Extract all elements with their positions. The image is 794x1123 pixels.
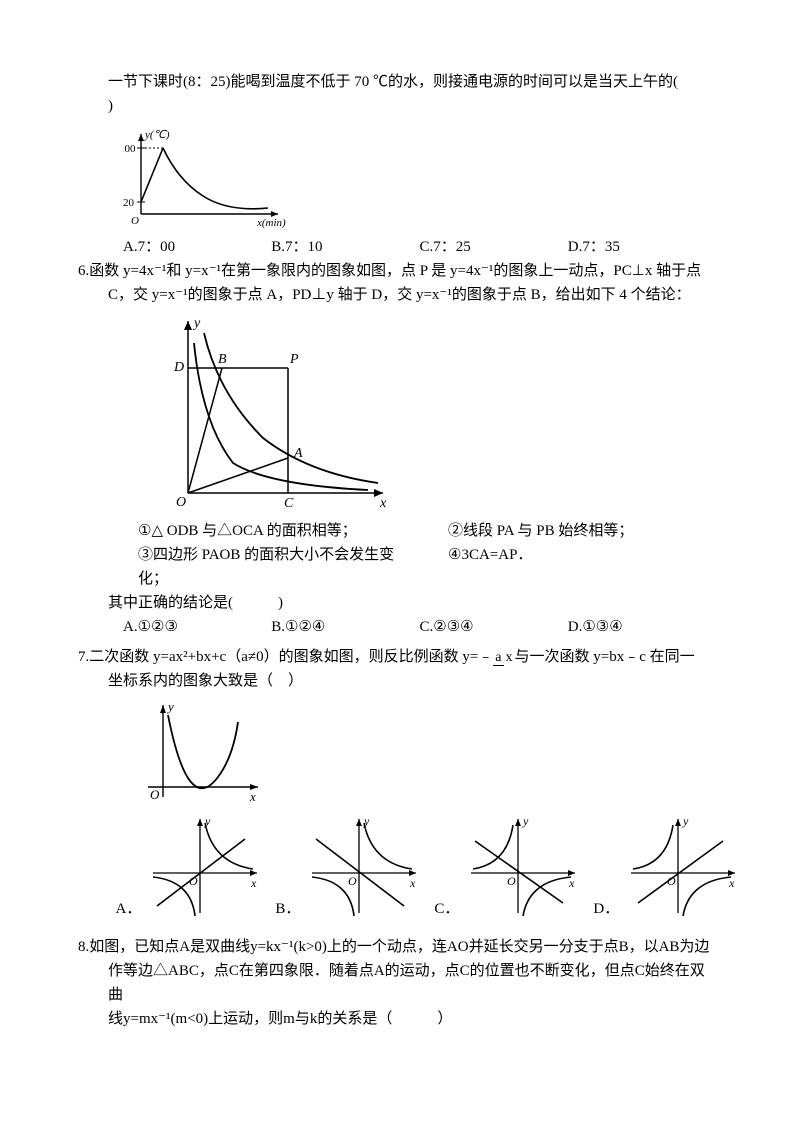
svg-text:B: B <box>218 352 227 367</box>
q7-stem: 7.二次函数 y=ax²+bx+c（a≠0）的图象如图，则反比例函数 y=﹣ax… <box>78 645 716 669</box>
q5-opt-d: D.7：35 <box>568 235 716 259</box>
svg-text:O: O <box>150 787 160 802</box>
svg-text:x: x <box>249 789 256 804</box>
q5-opt-a: A.7：00 <box>123 235 271 259</box>
q6-c4: ④3CA=AP． <box>448 543 633 567</box>
q6-graph: O x y P D B A C <box>78 313 716 513</box>
q8-stem-2: 作等边△ABC，点C在第四象限．随着点A的运动，点C的位置也不断变化，但点C始终… <box>78 959 716 1007</box>
svg-text:x: x <box>250 876 257 890</box>
q7-graph-a: Oxy <box>145 811 265 921</box>
q6-opt-a: A.①②③ <box>123 615 271 639</box>
q6-opt-b: B.①②④ <box>271 615 419 639</box>
q7-main-graph: O x y <box>78 697 716 807</box>
q6-opt-c: C.②③④ <box>420 615 568 639</box>
svg-text:x: x <box>379 496 387 511</box>
q7-opt-a-wrap: A． Oxy <box>116 811 266 921</box>
svg-text:x: x <box>409 876 416 890</box>
q7-graph-b: Oxy <box>304 811 424 921</box>
q7-option-graphs: A． Oxy B． Oxy C． Oxy <box>78 811 716 921</box>
svg-text:y: y <box>522 814 529 828</box>
q7-graph-c: Ox y <box>463 811 583 921</box>
svg-text:20: 20 <box>123 197 135 209</box>
q7-opt-a-label: A． <box>116 897 142 921</box>
q5-stem-line2: ) <box>78 94 716 118</box>
q6-stem-2: C，交 y=x⁻¹的图象于点 A，PD⊥y 轴于 D，交 y=x⁻¹的图象于点 … <box>78 283 716 307</box>
svg-text:x(min): x(min) <box>256 217 286 229</box>
q7-opt-c-wrap: C． Ox y <box>434 811 583 921</box>
q7-opt-b-label: B． <box>275 897 300 921</box>
q5-stem-line1: 一节下课时(8：25)能喝到温度不低于 70 ℃的水，则接通电源的时间可以是当天… <box>78 70 716 94</box>
svg-text:C: C <box>284 496 294 511</box>
svg-text:y: y <box>682 814 689 828</box>
svg-text:y(℃): y(℃) <box>144 129 170 141</box>
svg-text:100: 100 <box>123 143 136 155</box>
q8-stem-3: 线y=mx⁻¹(m<0)上运动，则m与k的关系是（ ） <box>78 1007 716 1031</box>
q7-stem-pre: 7.二次函数 y=ax²+bx+c（a≠0）的图象如图，则反比例函数 y=﹣ <box>78 649 493 665</box>
svg-text:y: y <box>166 699 174 714</box>
q7-stem-2: 坐标系内的图象大致是（ ） <box>78 669 716 693</box>
q6-c1: ①△ ODB 与△OCA 的面积相等； <box>138 519 418 543</box>
q5-graph: O y(℃) x(min) 100 20 <box>78 124 716 229</box>
svg-text:O: O <box>176 495 186 510</box>
q6-options: A.①②③ B.①②④ C.②③④ D.①③④ <box>78 615 716 639</box>
q6-conclusions: ①△ ODB 与△OCA 的面积相等； ③四边形 PAOB 的面积大小不会发生变… <box>78 519 716 591</box>
q7-frac: ax <box>493 650 514 665</box>
svg-text:O: O <box>131 215 139 227</box>
q7-opt-d-wrap: D． Oxy <box>593 811 743 921</box>
svg-text:P: P <box>289 352 299 367</box>
q6-stem-1: 6.函数 y=4x⁻¹和 y=x⁻¹在第一象限内的图象如图，点 P 是 y=4x… <box>78 259 716 283</box>
q7-opt-b-wrap: B． Oxy <box>275 811 424 921</box>
svg-text:O: O <box>507 874 516 888</box>
q7-stem-post: 与一次函数 y=bx﹣c 在同一 <box>515 649 695 665</box>
q6-opt-d: D.①③④ <box>568 615 716 639</box>
svg-text:x: x <box>568 876 575 890</box>
q5-opt-c: C.7：25 <box>420 235 568 259</box>
q7-opt-d-label: D． <box>593 897 619 921</box>
svg-text:O: O <box>348 874 357 888</box>
svg-text:y: y <box>192 316 201 331</box>
q7-opt-c-label: C． <box>434 897 459 921</box>
q6-c3: ③四边形 PAOB 的面积大小不会发生变化； <box>138 543 418 591</box>
svg-text:A: A <box>293 446 303 461</box>
q6-ask: 其中正确的结论是( ) <box>78 591 716 615</box>
q5-options: A.7：00 B.7：10 C.7：25 D.7：35 <box>78 235 716 259</box>
q7-graph-d: Oxy <box>623 811 743 921</box>
svg-text:D: D <box>173 360 184 375</box>
svg-text:x: x <box>728 876 735 890</box>
q8-stem-1: 8.如图，已知点A是双曲线y=kx⁻¹(k>0)上的一个动点，连AO并延长交另一… <box>78 935 716 959</box>
q6-c2: ②线段 PA 与 PB 始终相等； <box>448 519 633 543</box>
q5-opt-b: B.7：10 <box>271 235 419 259</box>
